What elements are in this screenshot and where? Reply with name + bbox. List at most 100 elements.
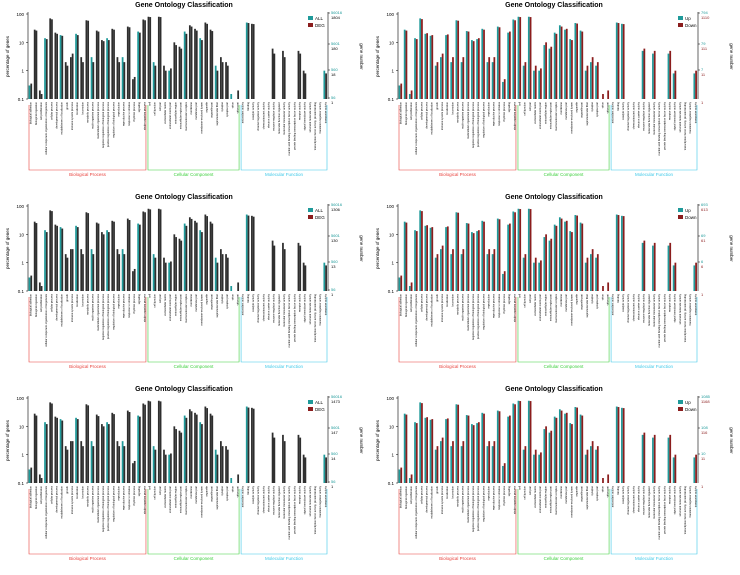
x-tick-label: enzyme regulator activity [272,101,276,130]
bar-series-1 [414,38,416,99]
x-tick-label: protein binding transcription factor act… [292,101,296,149]
bar-series-1 [641,434,644,483]
bar-series-2 [92,62,95,99]
x-tick-label: electron carrier activity [267,101,271,128]
legend-swatch [308,215,313,219]
x-tick-label: single-organism process [142,293,146,322]
chart-title: Gene Ontology Classification [505,2,603,9]
bar-series-2 [325,457,327,483]
x-tick-label: binding [246,293,250,302]
bar-series-2 [102,234,105,291]
bar-series-1 [28,85,31,99]
legend-label: Up [685,400,691,405]
bar-series-1 [471,232,473,291]
bar-series-1 [621,407,623,483]
bar-series-1 [538,262,541,291]
legend-label: Up [685,16,691,21]
bar-series-2 [51,211,53,291]
bar-series-2 [586,449,589,483]
bar-series-2 [529,401,532,483]
bar-series-1 [282,434,284,483]
bar-series-2 [133,268,136,291]
y2-axis-title: gene number [729,235,734,262]
group-brackets: Biological Process Cellular Component Mole… [28,489,328,561]
x-tick-label: virion [600,293,604,300]
bar-series-1 [419,18,422,100]
group-label: Molecular Function [635,172,674,177]
bar-series-1 [44,38,46,99]
bar-series-2 [467,31,470,99]
bar-series-2 [206,408,208,483]
x-tick-label: translation regulator activity [688,485,692,517]
bar-series-1 [147,400,150,483]
bar-series-2 [436,446,439,483]
bar-series-1 [75,225,77,291]
bar-series-1 [64,62,67,99]
bar-series-2 [107,424,110,483]
bar-series-1 [183,415,186,483]
x-tick-label: catalytic activity [621,485,625,504]
x-tick-label: cell [518,294,522,298]
bar-series-1 [302,70,305,99]
bar-series-1 [429,35,432,99]
x-tick-label: growth [435,293,439,301]
bar-series-1 [579,414,582,483]
bar-series-1 [173,426,176,483]
bar-series-1 [584,70,587,99]
chart-legend: ALL DEG [308,400,325,412]
bar-series-1 [157,208,160,291]
bar-series-1 [641,242,644,291]
bar-series-1 [199,230,202,291]
x-tick-label: channel regulator activity [626,485,630,514]
bar-series-2 [102,426,105,483]
bar-series-2 [195,222,198,291]
bar-series-2 [133,76,136,99]
bar-series-2 [35,415,38,483]
legend-swatch [308,407,313,411]
x-tick-label: membrane part [564,486,568,504]
x-tick-label: synapse [221,293,224,303]
bar-series-2 [669,50,672,99]
y2-tick-label-b: 14 [331,456,336,461]
bar-series-1 [512,403,515,483]
x-tick-label: cell [148,294,152,298]
bar-series-2 [195,30,198,100]
bar-series-2 [571,232,573,291]
bar-series-2 [71,441,74,483]
bar-series-1 [64,254,67,291]
x-tick-label: receptor activity [298,101,302,120]
x-tick-label: positive regulation of biological proces… [106,101,110,147]
y-tick-label: 1 [21,69,24,74]
x-tick-label: signal transducer activity [303,485,307,514]
bar-series-2 [35,30,38,100]
bar-series-2 [92,446,95,483]
x-tick-label: transcription factor activity, protein b… [313,293,317,342]
bar-series-1 [33,29,36,99]
x-tick-label: chemoattractant activity [631,485,635,513]
bar-series-2 [113,221,115,291]
bar-series-2 [87,20,90,99]
y2-tick-label-a: 560 [331,451,338,456]
y2-tick-label-a: 560 [331,259,338,264]
legend-swatch [678,400,683,404]
bar-series-2 [581,223,584,291]
bar-series-1 [116,57,119,99]
x-tick-label: membrane-enclosed lumen [199,293,203,325]
bar-series-1 [672,457,675,483]
bar-series-2 [576,215,578,291]
bar-series-1 [502,81,504,99]
legend-label: DEG [315,23,325,28]
bar-series-1 [173,234,176,291]
bar-series-2 [304,265,307,291]
y-tick-label: 10 [389,40,395,45]
bar-series-2 [123,62,126,99]
x-tick-label: locomotion [80,101,84,114]
bar-series-2 [144,404,146,483]
bar-series-2 [669,434,672,483]
bar-series-1 [517,400,520,483]
x-tick-label: antioxidant activity [611,101,615,123]
x-tick-label: translation regulator activity [318,293,322,325]
x-tick-label: localization [75,293,79,306]
bar-series-2 [211,223,214,291]
bar-series-2 [534,65,537,99]
